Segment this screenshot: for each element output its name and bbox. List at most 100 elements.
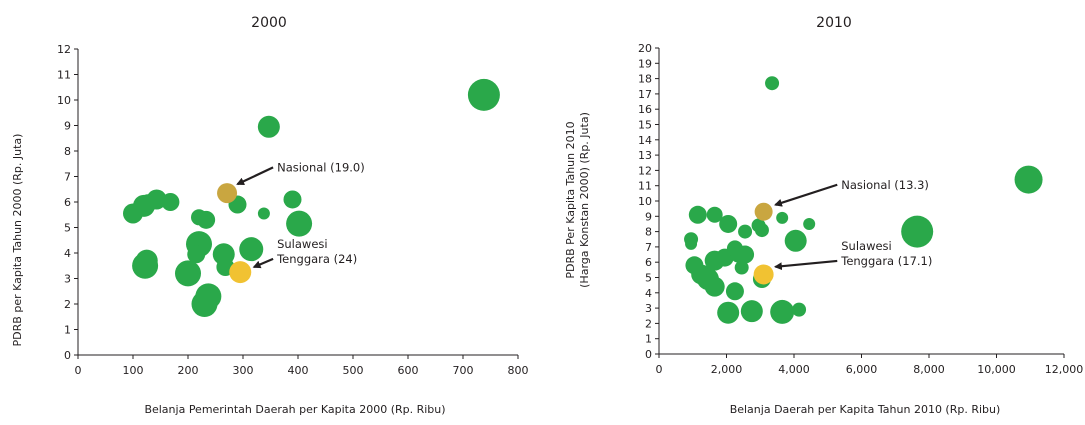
y-tick-label: 2	[645, 317, 652, 330]
province-bubble	[776, 211, 789, 224]
y-tick-label: 5	[645, 272, 652, 285]
province-bubble	[770, 299, 795, 324]
y-tick-label: 0	[645, 348, 652, 361]
x-axis-label: Belanja Pemerintah Daerah per Kapita 200…	[144, 403, 445, 416]
y-tick-label: 1	[64, 324, 71, 337]
y-axis-label: PDRB per Kapita Tahun 2000 (Rp. Juta)	[11, 134, 24, 347]
x-tick-label: 100	[123, 364, 144, 377]
province-bubble	[467, 78, 500, 111]
y-tick-label: 6	[64, 196, 71, 209]
province-bubble	[175, 260, 201, 287]
y-tick-label: 9	[645, 210, 652, 223]
y-tick-label: 14	[638, 134, 652, 147]
x-tick-label: 600	[398, 364, 419, 377]
x-axis-label: Belanja Daerah per Kapita Tahun 2010 (Rp…	[730, 403, 1001, 416]
province-bubble	[257, 207, 270, 220]
province-bubble	[191, 291, 218, 317]
y-tick-label: 12	[638, 164, 652, 177]
province-bubble	[901, 215, 934, 248]
province-bubble	[197, 210, 216, 229]
sulawesi-tenggara-bubble	[753, 264, 774, 285]
province-bubble	[286, 210, 313, 237]
province-bubble	[704, 276, 725, 297]
province-bubble	[717, 301, 740, 324]
province-bubble	[239, 237, 264, 262]
annotation-arrow	[774, 183, 838, 207]
nasional-bubble	[217, 183, 238, 204]
annotation-label: Nasional (13.3)	[841, 178, 929, 192]
province-bubble	[784, 229, 807, 252]
province-bubble	[688, 205, 707, 224]
x-tick-label: 8,000	[913, 363, 945, 376]
annotation-label: Sulawesi	[277, 237, 328, 251]
annotation-arrow	[252, 257, 274, 269]
y-tick-label: 19	[638, 57, 652, 70]
y-tick-label: 12	[57, 43, 71, 56]
y-tick-label: 17	[638, 88, 652, 101]
annotation-label: Tenggara (24)	[276, 252, 357, 266]
chart-title: 2000	[251, 15, 287, 31]
annotation-label: Nasional (19.0)	[277, 160, 365, 174]
y-tick-label: 3	[645, 302, 652, 315]
y-tick-label: 1	[645, 333, 652, 346]
y-tick-label: 8	[645, 226, 652, 239]
x-tick-label: 400	[288, 364, 309, 377]
x-tick-label: 4,000	[778, 363, 810, 376]
province-bubble	[792, 302, 807, 317]
province-bubble	[765, 76, 780, 91]
x-tick-label: 800	[508, 364, 529, 377]
x-tick-label: 0	[656, 363, 663, 376]
province-bubble	[283, 190, 302, 209]
province-bubble	[685, 237, 698, 250]
bubbles	[123, 78, 500, 317]
province-bubble	[754, 223, 769, 238]
y-tick-label: 6	[645, 256, 652, 269]
province-bubble	[738, 224, 753, 239]
x-tick-label: 700	[453, 364, 474, 377]
y-tick-label: 8	[64, 145, 71, 158]
y-tick-label: 15	[638, 119, 652, 132]
y-tick-label: 10	[638, 195, 652, 208]
y-tick-label: 2	[64, 298, 71, 311]
y-axis-label-line-1: PDRB Per Kapita Tahun 2010	[564, 121, 577, 278]
y-tick-label: 4	[64, 247, 71, 260]
y-tick-label: 16	[638, 103, 652, 116]
y-tick-label: 3	[64, 273, 71, 286]
x-tick-label: 12,000	[1045, 363, 1084, 376]
province-bubble	[803, 217, 816, 230]
x-tick-label: 6,000	[846, 363, 878, 376]
annotation-arrow	[773, 259, 838, 271]
y-tick-label: 9	[64, 120, 71, 133]
province-bubble	[734, 260, 749, 275]
x-tick-label: 10,000	[977, 363, 1016, 376]
y-tick-label: 11	[57, 69, 71, 82]
province-bubble	[706, 206, 723, 223]
x-tick-label: 200	[178, 364, 199, 377]
province-bubble	[719, 214, 738, 233]
y-tick-label: 13	[638, 149, 652, 162]
y-tick-label: 7	[64, 171, 71, 184]
y-tick-label: 7	[645, 241, 652, 254]
x-tick-label: 500	[343, 364, 364, 377]
y-tick-label: 0	[64, 349, 71, 362]
y-tick-label: 10	[57, 94, 71, 107]
x-tick-label: 2,000	[711, 363, 743, 376]
annotation-label: Sulawesi	[841, 239, 892, 253]
y-tick-label: 11	[638, 180, 652, 193]
annotation-label: Tenggara (17.1)	[840, 254, 932, 268]
province-bubble	[161, 193, 180, 211]
y-tick-label: 18	[638, 73, 652, 86]
y-tick-label: 4	[645, 287, 652, 300]
sulawesi-tenggara-bubble	[229, 261, 252, 284]
province-bubble	[187, 245, 206, 264]
x-tick-label: 300	[233, 364, 254, 377]
annotation-arrow	[236, 166, 274, 186]
y-tick-label: 5	[64, 222, 71, 235]
